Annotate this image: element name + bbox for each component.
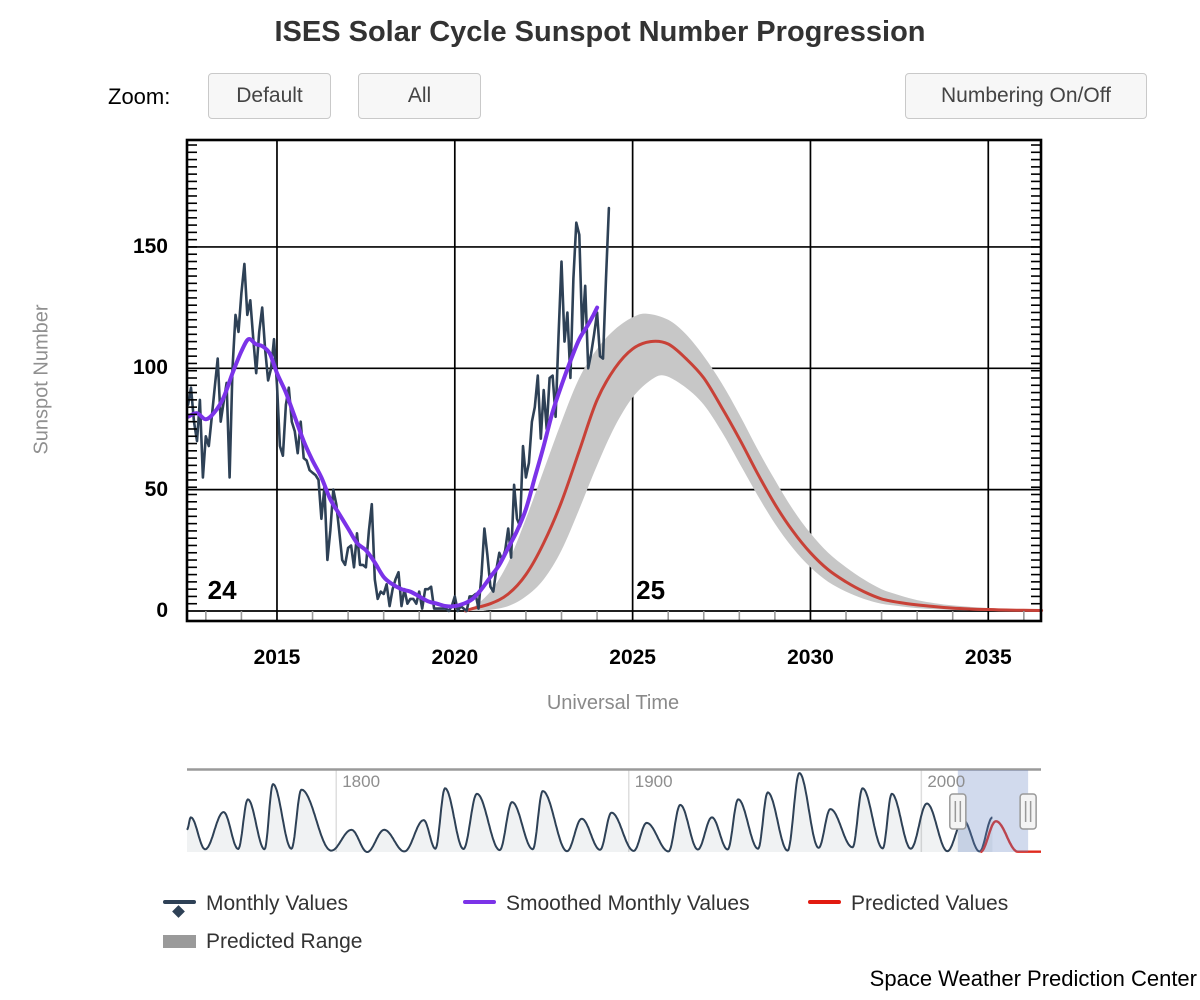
y-tick-label: 100	[132, 356, 168, 380]
zoom-all-button[interactable]: All	[358, 73, 481, 119]
x-tick-label: 2015	[253, 646, 301, 669]
x-tick-label: 2020	[431, 646, 479, 669]
smoothed-values-line	[186, 305, 600, 609]
page-title: ISES Solar Cycle Sunspot Number Progress…	[274, 16, 926, 48]
zoom-default-button[interactable]: Default	[208, 73, 331, 119]
legend-label: Monthly Values	[206, 892, 349, 915]
legend-item-smoothed[interactable]: Smoothed Monthly Values	[463, 891, 750, 917]
x-axis-title: Universal Time	[546, 692, 680, 714]
navigator	[186, 768, 1042, 854]
legend-label: Predicted Range	[206, 930, 363, 953]
x-tick-label: 2035	[964, 646, 1012, 669]
smoothed-values-swatch	[463, 900, 496, 905]
x-tick-label: 2030	[787, 646, 834, 669]
navigator-selection[interactable]	[957, 770, 1029, 852]
cycle-25-label: 25	[636, 575, 666, 605]
navigator-handle-right[interactable]	[1019, 793, 1037, 830]
y-axis-title: Sunspot Number	[30, 304, 53, 455]
navigator-handle-left[interactable]	[949, 793, 967, 830]
navigator-gridlines	[335, 770, 923, 852]
navigator-handle-grip[interactable]	[949, 793, 967, 830]
legend-item-monthly[interactable]: Monthly Values	[163, 891, 349, 919]
zoom-label: Zoom:	[108, 84, 171, 109]
legend-item-predicted[interactable]: Predicted Values	[808, 891, 1008, 917]
y-tick-label: 50	[144, 477, 168, 501]
numbering-toggle-button[interactable]: Numbering On/Off	[905, 73, 1147, 119]
navigator-tick-label: 2000	[927, 772, 966, 791]
monthly-values-swatch	[163, 900, 196, 919]
x-tick-label: 2025	[609, 646, 656, 669]
predicted-range-band	[469, 313, 1042, 611]
predicted-range-swatch	[163, 934, 196, 948]
navigator-line	[186, 772, 993, 853]
diamond-marker-icon	[172, 905, 185, 919]
plot-border	[185, 138, 1043, 623]
y-tick-label: 0	[156, 599, 168, 622]
y-tick-label: 150	[132, 234, 168, 258]
predicted-values-line	[464, 339, 1044, 613]
cycle-24-label: 24	[207, 575, 237, 605]
legend-label: Smoothed Monthly Values	[506, 892, 750, 915]
navigator-predicted-line	[980, 820, 1042, 854]
legend-label: Predicted Values	[851, 892, 1009, 915]
navigator-tick-label: 1800	[342, 772, 381, 791]
x-minor-ticks	[205, 611, 1025, 620]
legend-item-range[interactable]: Predicted Range	[163, 929, 362, 955]
navigator-tick-label: 1900	[634, 772, 673, 791]
footer-credit: Space Weather Prediction Center	[869, 966, 1197, 991]
navigator-handle-grip[interactable]	[1019, 793, 1037, 830]
y-minor-ticks	[187, 144, 1041, 605]
predicted-values-swatch	[808, 900, 841, 905]
